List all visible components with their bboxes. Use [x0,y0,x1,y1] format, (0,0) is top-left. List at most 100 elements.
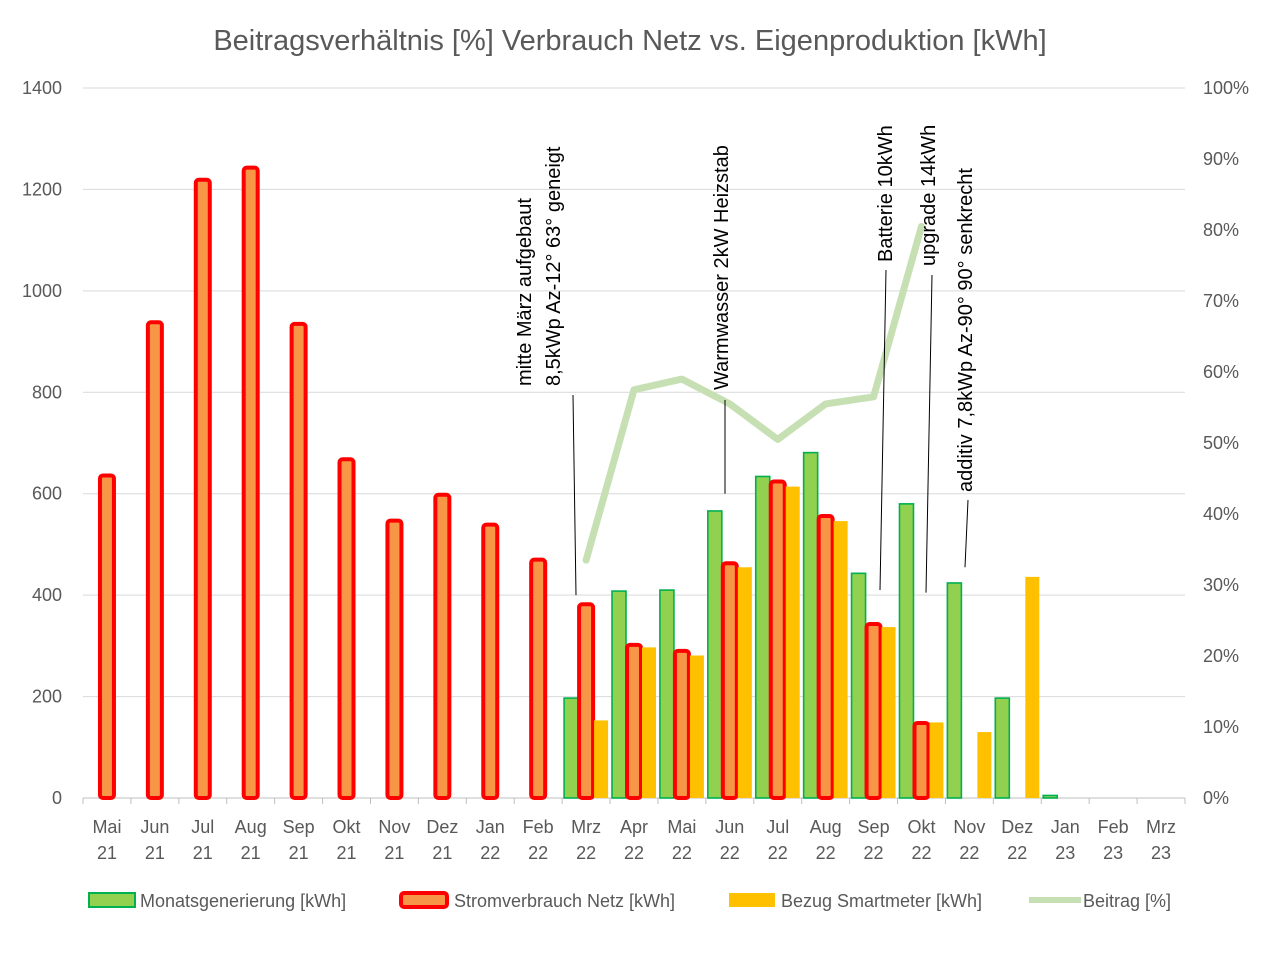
bar-monatsgenerierung [1042,794,1059,799]
y2-tick-label: 100% [1203,78,1249,98]
x-tick-label: Jan [476,817,505,837]
legend-label: Monatsgenerierung [kWh] [140,891,346,911]
annotation-text: Warmwasser 2kW Heizstab [711,145,733,390]
bar-stromverbrauch [97,473,116,800]
x-tick-label: 22 [816,843,836,863]
bar-stromverbrauch [720,561,739,801]
x-tick-label: 22 [1007,843,1027,863]
bar-bezug [737,567,752,798]
bar-stromverbrauch [816,514,835,800]
y2-tick-label: 50% [1203,433,1239,453]
x-tick-label: Okt [907,817,935,837]
x-tick-label: Feb [523,817,554,837]
bar-bezug [881,627,896,798]
annotation-leader [879,269,887,591]
bar-monatsgenerierung [946,582,963,799]
y-tick-label: 1000 [22,281,62,301]
x-tick-label: Jul [191,817,214,837]
x-tick-label: 21 [193,843,213,863]
bar-bezug [833,521,848,798]
x-tick-label: Dez [426,817,458,837]
x-tick-label: 23 [1151,843,1171,863]
bar-stromverbrauch [241,165,260,801]
x-tick-label: 22 [480,843,500,863]
y2-tick-label: 10% [1203,717,1239,737]
x-tick-label: Mrz [1146,817,1176,837]
x-tick-label: Jun [140,817,169,837]
bar-monatsgenerierung [802,451,819,799]
x-tick-label: 22 [528,843,548,863]
bar-monatsgenerierung [994,697,1011,799]
annotation-leader [572,394,577,596]
bar-stromverbrauch [385,518,404,800]
bar-bezug [977,732,992,798]
legend-label: Beitrag [%] [1083,891,1171,911]
x-tick-label: Nov [953,817,985,837]
bar-bezug [929,722,944,798]
x-tick-label: Jul [766,817,789,837]
bar-stromverbrauch [672,648,691,801]
bar-monatsgenerierung [659,589,675,799]
annotation-text: 8,5kWp Az-12° 63° geneigt [543,146,565,386]
x-tick-label: Okt [333,817,361,837]
bar-stromverbrauch [529,557,548,801]
x-tick-label: Aug [235,817,267,837]
x-tick-label: 22 [768,843,788,863]
y-tick-label: 800 [32,382,62,402]
bar-stromverbrauch [289,321,308,800]
y2-tick-label: 80% [1203,220,1239,240]
bar-stromverbrauch [768,479,787,800]
x-tick-label: Sep [283,817,315,837]
legend-label: Stromverbrauch Netz [kWh] [454,891,675,911]
bar-monatsgenerierung [850,572,867,799]
bar-bezug [689,655,704,798]
bar-stromverbrauch [912,720,931,801]
legend-swatch [399,891,449,909]
line-beitrag [582,222,925,564]
x-tick-label: 23 [1103,843,1123,863]
annotations-layer: mitte März aufgebaut 8,5kWp Az-12° 63° ge… [514,125,977,596]
x-tick-label: Sep [858,817,890,837]
x-tick-label: 21 [432,843,452,863]
x-tick-label: Apr [620,817,648,837]
y-tick-label: 200 [32,687,62,707]
x-tick-label: Mai [92,817,121,837]
x-tick-label: 22 [672,843,692,863]
annotation-text: additiv 7,8kWp Az-90° 90° senkrecht [955,168,977,492]
x-tick-label: Nov [378,817,410,837]
x-tick-label: 22 [864,843,884,863]
x-tick-label: Dez [1001,817,1033,837]
x-tick-label: 21 [97,843,117,863]
bar-monatsgenerierung [707,510,723,799]
bar-monatsgenerierung [611,590,627,799]
x-tick-label: 22 [720,843,740,863]
bar-monatsgenerierung [898,503,915,799]
legend-swatch [88,892,136,908]
bar-bezug [642,647,656,798]
bar-bezug [594,720,609,798]
annotation-text: upgrade 14kWh [918,125,940,266]
y-tick-label: 0 [52,788,62,808]
x-tick-label: 21 [337,843,357,863]
bar-stromverbrauch [864,622,883,800]
x-tick-label: Jun [715,817,744,837]
x-tick-label: 22 [959,843,979,863]
bar-monatsgenerierung [754,475,771,799]
x-tick-label: Feb [1098,817,1129,837]
annotation-text: mitte März aufgebaut [514,198,536,386]
x-tick-label: 21 [384,843,404,863]
y-tick-label: 1400 [22,78,62,98]
x-tick-label: 22 [624,843,644,863]
y2-tick-label: 20% [1203,646,1239,666]
legend: Monatsgenerierung [kWh] Stromverbrauch Ne… [88,891,1171,911]
y-tick-label: 400 [32,585,62,605]
y2-tick-label: 70% [1203,291,1239,311]
y-tick-label: 1200 [22,179,62,199]
annotation-leader [925,274,933,593]
gridlines [83,87,1185,698]
x-tick-label: 22 [911,843,931,863]
bar-stromverbrauch [577,602,596,800]
bar-stromverbrauch [625,642,643,800]
bar-stromverbrauch [145,320,164,800]
